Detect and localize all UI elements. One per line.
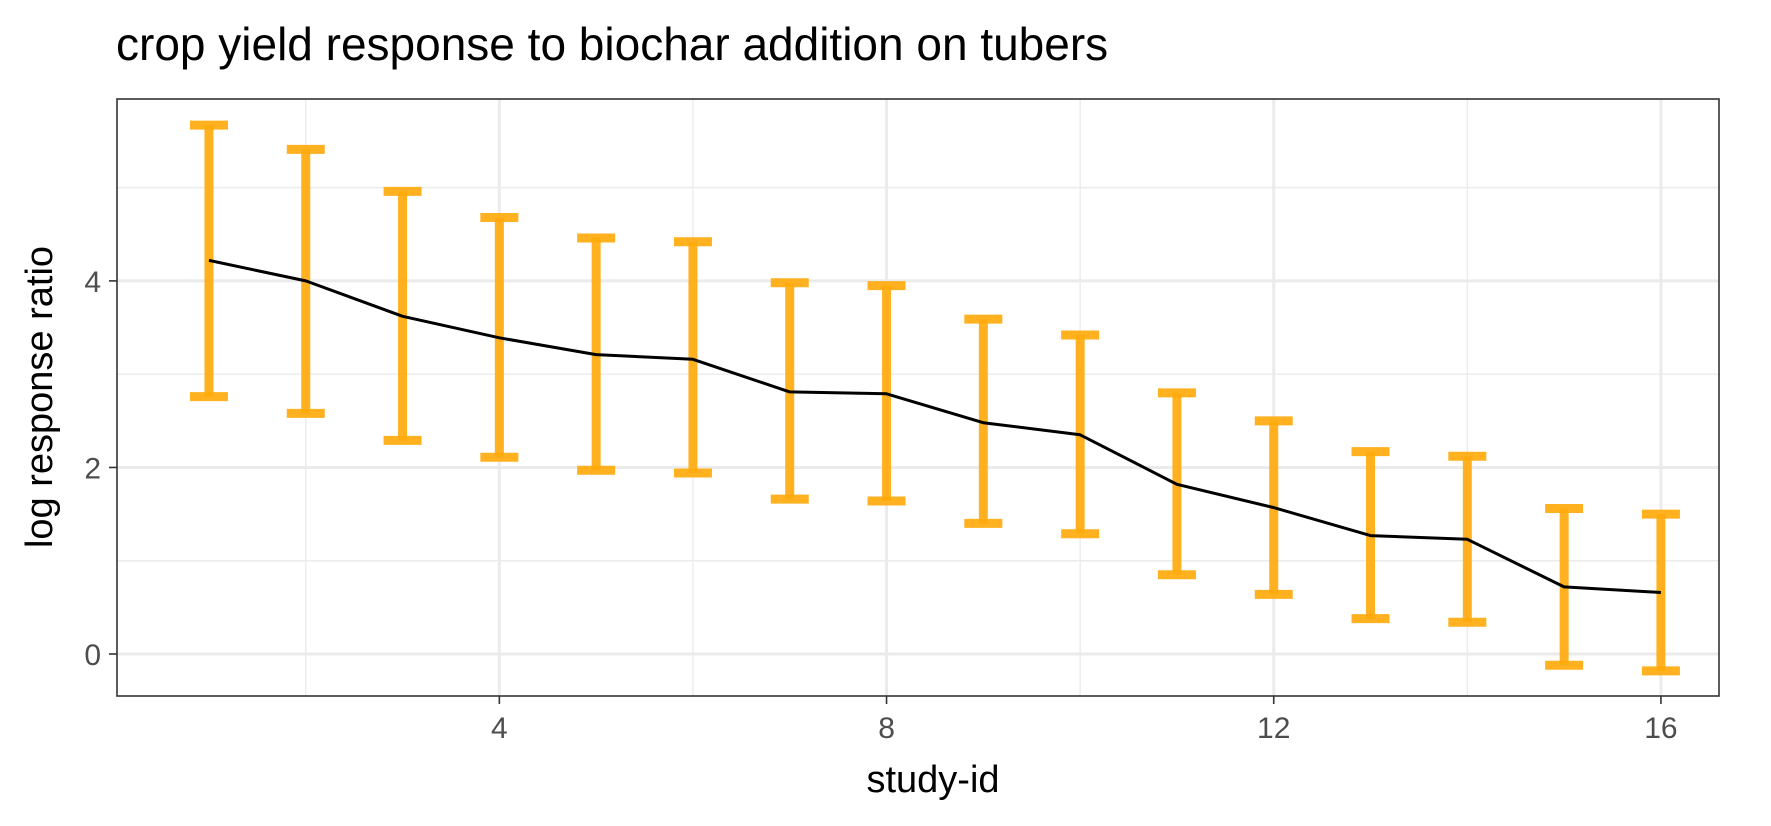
- chart-title: crop yield response to biochar addition …: [116, 18, 1108, 70]
- error-bar: [673, 237, 712, 478]
- series-lines: [208, 258, 1661, 594]
- x-tick-label: 16: [1644, 712, 1677, 745]
- series-line: [208, 258, 1661, 594]
- plot-background: [117, 99, 1719, 696]
- x-tick-label: 4: [491, 712, 508, 745]
- x-axis: 4 8 12 16: [491, 696, 1678, 745]
- y-axis: 0 2 4: [84, 266, 117, 672]
- plot-panel-border: [116, 98, 1720, 697]
- y-tick-label: 2: [84, 452, 101, 485]
- y-tick-label: 0: [84, 639, 101, 672]
- error-bar: [1641, 509, 1680, 676]
- grid-major: [117, 99, 1719, 696]
- y-tick-label: 4: [84, 266, 101, 299]
- x-axis-title: study-id: [866, 759, 999, 801]
- x-tick-label: 8: [878, 712, 895, 745]
- y-axis-title: log response ratio: [19, 246, 61, 548]
- x-tick-label: 12: [1257, 712, 1290, 745]
